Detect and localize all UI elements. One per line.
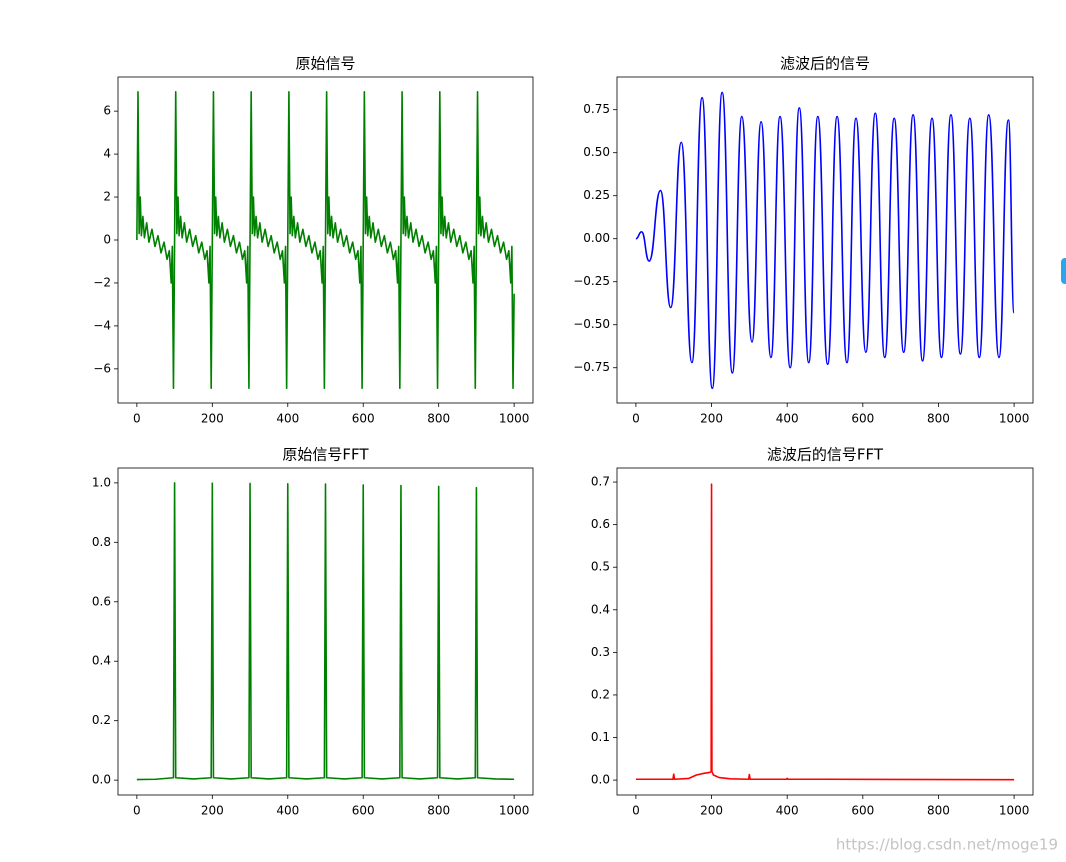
x-tick-label: 600 (352, 804, 375, 818)
y-tick-label: 1.0 (92, 475, 111, 489)
y-tick-label: 0 (103, 233, 111, 247)
y-tick-label: 0.2 (92, 713, 111, 727)
x-tick-label: 800 (927, 412, 950, 426)
y-tick-label: 0.1 (591, 730, 610, 744)
y-tick-label: 0.5 (591, 560, 610, 574)
x-tick-label: 1000 (499, 412, 530, 426)
subplot: 滤波后的信号FFT 0 200 400 600 800 1000 0.0 0.1 0.2 0.3 0.… (591, 446, 1034, 818)
x-tick-label: 1000 (499, 804, 530, 818)
axes-frame (616, 76, 1034, 404)
x-tick-label: 0 (133, 804, 141, 818)
x-tick-label: 600 (851, 804, 874, 818)
x-tick-label: 200 (700, 412, 723, 426)
y-tick-label: −0.50 (573, 317, 610, 331)
watermark: https://blog.csdn.net/moge19 (836, 836, 1058, 854)
subplot-title: 滤波后的信号FFT (767, 446, 884, 464)
y-tick-label: 0.2 (591, 687, 610, 701)
subplot: 滤波后的信号 0 200 400 600 800 1000 −0.75 −0.50 −0.25 0.… (573, 55, 1034, 426)
axes-frame (117, 467, 534, 796)
y-tick-label: 0.0 (92, 773, 111, 787)
y-tick-label: 2 (103, 190, 111, 204)
y-tick-label: 0.75 (583, 102, 610, 116)
subplot: 原始信号FFT 0 200 400 600 800 1000 0.0 0.2 0.4 0.6 0.8 1… (92, 446, 534, 818)
y-tick-label: −0.25 (573, 274, 610, 288)
subplot-title: 原始信号 (295, 55, 355, 73)
x-tick-label: 800 (427, 804, 450, 818)
y-tick-label: 0.4 (92, 654, 111, 668)
y-tick-label: 0.6 (591, 517, 610, 531)
y-tick-label: 0.00 (583, 231, 610, 245)
y-tick-label: 0.0 (591, 773, 610, 787)
x-tick-label: 200 (201, 412, 224, 426)
signal-line (635, 483, 1015, 781)
y-tick-label: −2 (93, 275, 111, 289)
y-tick-label: 0.4 (591, 602, 610, 616)
y-tick-label: −0.75 (573, 360, 610, 374)
x-tick-label: 800 (427, 412, 450, 426)
x-tick-label: 0 (133, 412, 141, 426)
y-tick-label: 0.50 (583, 145, 610, 159)
axes-frame (117, 76, 534, 404)
side-tab[interactable] (1061, 258, 1066, 284)
y-tick-label: −6 (93, 361, 111, 375)
x-tick-label: 200 (700, 804, 723, 818)
y-tick-label: 6 (103, 104, 111, 118)
signal-line (635, 91, 1015, 390)
x-tick-label: 0 (632, 412, 640, 426)
x-tick-label: 400 (276, 804, 299, 818)
x-tick-label: 400 (276, 412, 299, 426)
subplot: 原始信号 0 200 400 600 800 1000 −6 −4 −2 0 2 4 6 (93, 55, 534, 426)
y-tick-label: −4 (93, 318, 111, 332)
x-tick-label: 400 (776, 412, 799, 426)
y-tick-label: 4 (103, 147, 111, 161)
y-tick-label: 0.6 (92, 594, 111, 608)
x-tick-label: 1000 (999, 804, 1030, 818)
subplot-title: 原始信号FFT (282, 446, 369, 464)
x-tick-label: 1000 (999, 412, 1030, 426)
axes-frame (616, 467, 1034, 796)
signal-line (136, 482, 515, 781)
y-tick-label: 0.3 (591, 645, 610, 659)
x-tick-label: 600 (352, 412, 375, 426)
x-tick-label: 0 (632, 804, 640, 818)
subplot-title: 滤波后的信号 (780, 55, 870, 73)
y-tick-label: 0.25 (583, 188, 610, 202)
y-tick-label: 0.8 (92, 535, 111, 549)
signal-line (136, 91, 515, 389)
x-tick-label: 400 (776, 804, 799, 818)
y-tick-label: 0.7 (591, 475, 610, 489)
x-tick-label: 200 (201, 804, 224, 818)
x-tick-label: 800 (927, 804, 950, 818)
x-tick-label: 600 (851, 412, 874, 426)
